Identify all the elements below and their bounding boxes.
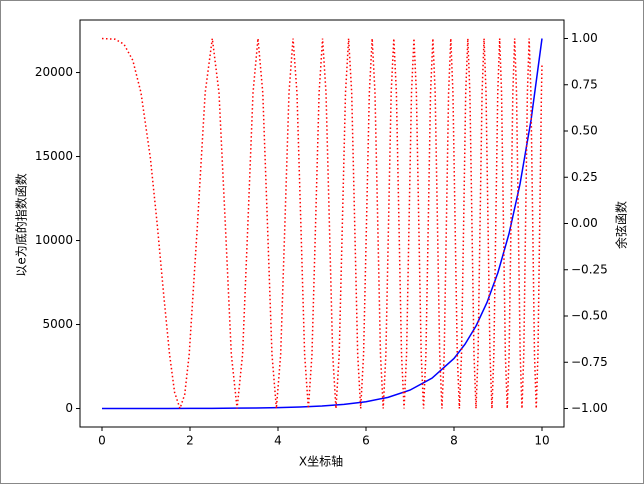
y-tick-label: 15000 — [35, 149, 73, 163]
y2-axis-label: 余弦函数 — [614, 201, 629, 249]
data-line — [101, 38, 543, 410]
y2-tick-label: 0.50 — [571, 124, 598, 138]
y2-tick-label: 0.00 — [571, 216, 598, 230]
x-tick-label: 8 — [450, 434, 458, 448]
y-tick-label: 20000 — [35, 65, 73, 79]
y2-tick-label: 0.75 — [571, 77, 598, 91]
data-line — [101, 37, 543, 411]
y-axis-label: 以e为底的指数函数 — [14, 173, 29, 276]
x-tick-label: 4 — [274, 434, 282, 448]
y2-tick-label: −0.50 — [571, 309, 608, 323]
y2-tick-label: 0.25 — [571, 170, 598, 184]
plot-frame — [79, 19, 565, 428]
x-axis-label: X坐标轴 — [299, 454, 343, 469]
y-tick-label: 10000 — [35, 233, 73, 247]
y2-tick-label: 1.00 — [571, 31, 598, 45]
y2-tick-label: −0.25 — [571, 262, 608, 276]
x-tick-label: 2 — [186, 434, 194, 448]
y2-tick-label: −0.75 — [571, 355, 608, 369]
y2-tick-label: −1.00 — [571, 401, 608, 415]
x-tick-label: 0 — [98, 434, 106, 448]
x-tick-label: 10 — [534, 434, 549, 448]
y-tick-label: 0 — [65, 401, 73, 415]
x-tick-label: 6 — [362, 434, 370, 448]
y-tick-label: 5000 — [42, 317, 73, 331]
